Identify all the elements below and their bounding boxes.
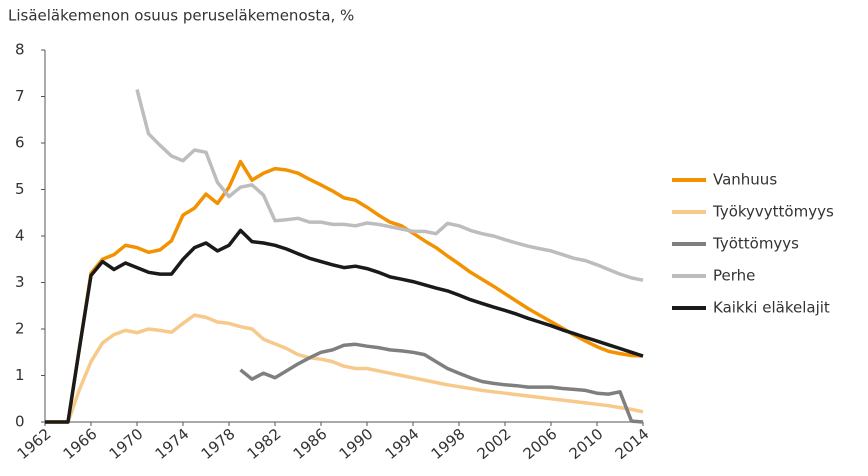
y-tick-label: 7 bbox=[15, 87, 25, 105]
x-tick-label: 2006 bbox=[520, 425, 561, 463]
y-tick-label: 4 bbox=[15, 227, 25, 245]
y-tick-label: 8 bbox=[15, 41, 25, 59]
series-line bbox=[45, 159, 644, 424]
x-tick-label: 1990 bbox=[336, 425, 377, 463]
chart-title: Lisäeläkemenon osuus peruseläkemenosta, … bbox=[8, 7, 354, 25]
x-tick-label: 1966 bbox=[60, 425, 101, 463]
legend-label: Työkyvyttömyys bbox=[712, 203, 834, 221]
legend-label: Perhe bbox=[713, 267, 755, 285]
y-tick-label: 0 bbox=[15, 413, 25, 431]
x-tick-label: 1974 bbox=[152, 425, 193, 463]
y-tick-label: 5 bbox=[15, 180, 25, 198]
x-tick-label: 2002 bbox=[474, 425, 515, 463]
x-tick-label: 1994 bbox=[382, 425, 423, 463]
series-line bbox=[239, 342, 644, 424]
x-tick-label: 2014 bbox=[612, 425, 653, 463]
x-tick-label: 1998 bbox=[428, 425, 469, 463]
x-tick-label: 1970 bbox=[106, 425, 147, 463]
y-tick-label: 2 bbox=[15, 320, 25, 338]
y-tick-label: 3 bbox=[15, 273, 25, 291]
legend-label: Kaikki eläkelajit bbox=[713, 299, 830, 317]
x-tick-label: 1982 bbox=[244, 425, 285, 463]
series-line bbox=[135, 89, 644, 282]
series-line bbox=[66, 313, 644, 423]
y-tick-label: 6 bbox=[15, 134, 25, 152]
legend-label: Vanhuus bbox=[713, 171, 777, 189]
series-line bbox=[45, 228, 644, 424]
y-tick-label: 1 bbox=[15, 366, 25, 384]
x-tick-label: 2010 bbox=[566, 425, 607, 463]
x-tick-label: 1986 bbox=[290, 425, 331, 463]
legend-label: Työttömyys bbox=[712, 235, 799, 253]
x-tick-label: 1978 bbox=[198, 425, 239, 463]
